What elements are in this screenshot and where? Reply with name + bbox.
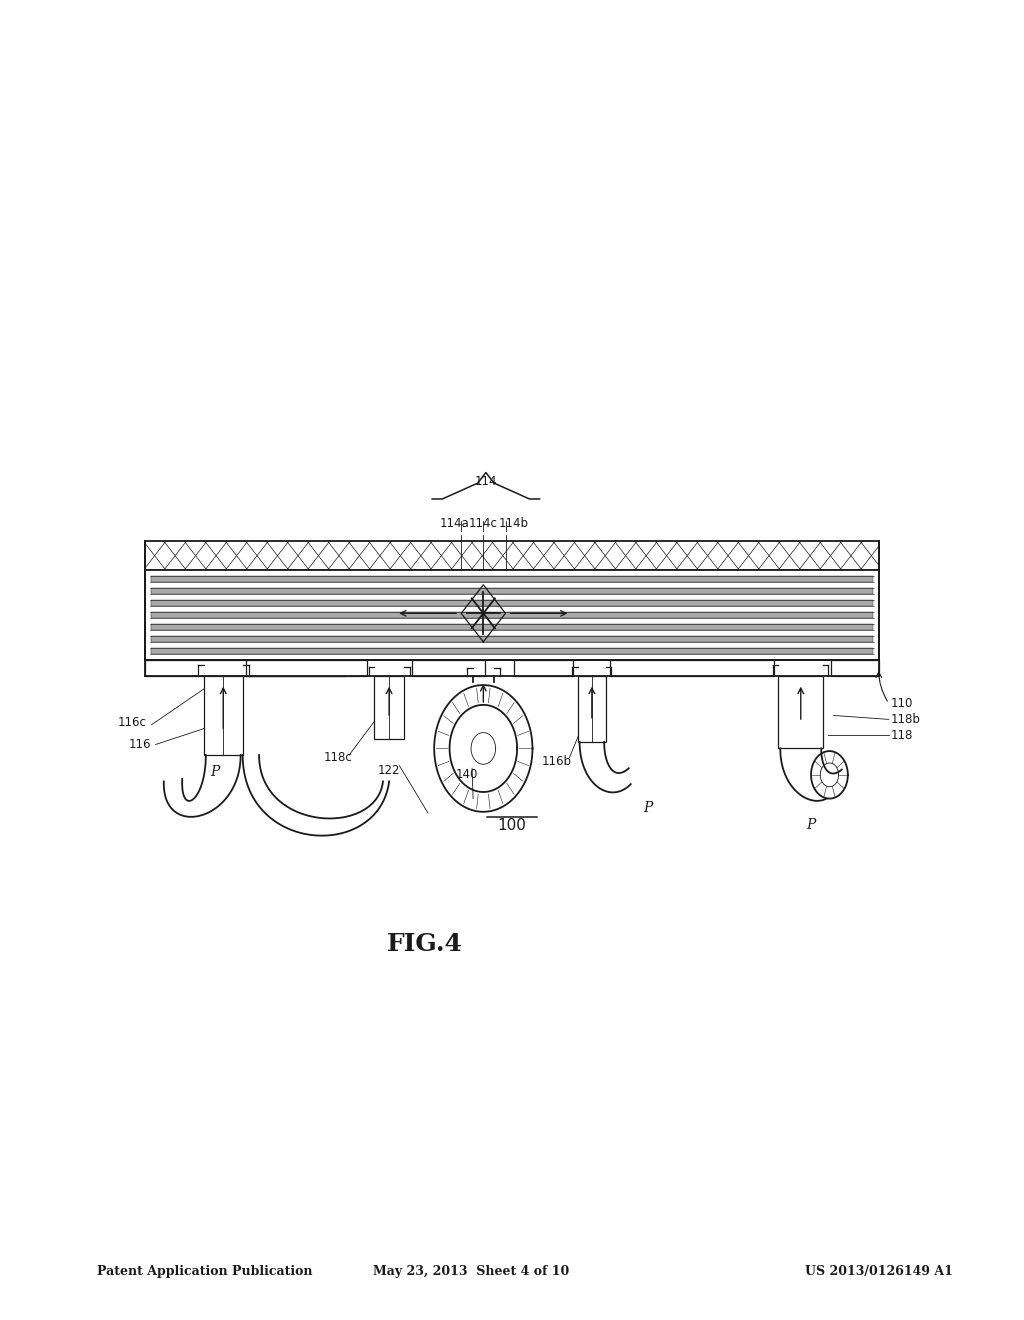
Text: 114b: 114b bbox=[499, 517, 529, 531]
Text: May 23, 2013  Sheet 4 of 10: May 23, 2013 Sheet 4 of 10 bbox=[373, 1265, 569, 1278]
Text: 118: 118 bbox=[891, 729, 913, 742]
Text: Patent Application Publication: Patent Application Publication bbox=[97, 1265, 312, 1278]
Bar bbox=[151, 648, 873, 653]
Text: 140: 140 bbox=[456, 768, 478, 781]
Text: 116b: 116b bbox=[542, 755, 572, 768]
Text: 114c: 114c bbox=[469, 517, 498, 531]
Text: 118b: 118b bbox=[891, 713, 921, 726]
Text: 118c: 118c bbox=[324, 751, 352, 764]
Bar bbox=[778, 676, 823, 748]
Text: 122: 122 bbox=[378, 764, 400, 777]
Text: 100: 100 bbox=[498, 817, 526, 833]
Bar bbox=[145, 570, 879, 660]
Text: FIG.4: FIG.4 bbox=[387, 932, 463, 956]
Text: 114: 114 bbox=[475, 475, 497, 488]
Text: P: P bbox=[806, 818, 816, 832]
Bar bbox=[374, 676, 404, 739]
Text: P: P bbox=[643, 801, 653, 814]
Bar bbox=[831, 660, 879, 676]
Bar bbox=[151, 601, 873, 606]
Bar bbox=[412, 660, 485, 676]
Bar bbox=[151, 636, 873, 642]
Bar bbox=[151, 612, 873, 618]
Bar bbox=[204, 676, 243, 755]
Text: 110: 110 bbox=[891, 697, 913, 710]
Text: 114a: 114a bbox=[439, 517, 470, 531]
Text: 116: 116 bbox=[129, 738, 152, 751]
Text: P: P bbox=[210, 764, 220, 779]
Bar bbox=[145, 660, 346, 676]
Bar bbox=[145, 541, 879, 570]
Bar bbox=[151, 577, 873, 582]
Text: 116c: 116c bbox=[118, 715, 146, 729]
Bar bbox=[578, 676, 606, 742]
Bar bbox=[514, 660, 573, 676]
Bar bbox=[151, 624, 873, 630]
Bar bbox=[610, 660, 774, 676]
Bar bbox=[151, 589, 873, 594]
Bar bbox=[246, 660, 367, 676]
Text: US 2013/0126149 A1: US 2013/0126149 A1 bbox=[805, 1265, 952, 1278]
